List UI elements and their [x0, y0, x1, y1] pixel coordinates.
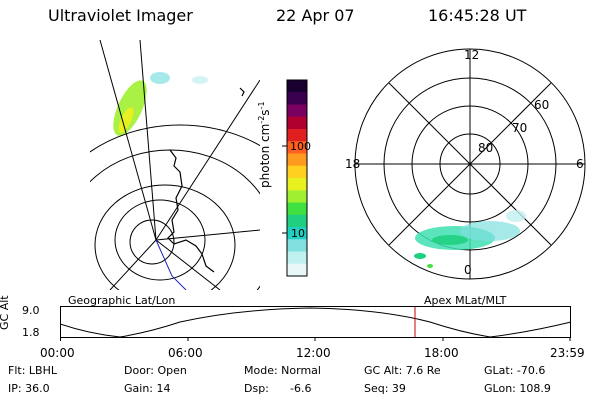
lat-label-80: 80	[478, 141, 494, 155]
lat-label-70: 70	[512, 121, 528, 135]
timeline-frame	[60, 306, 571, 338]
colorbar-segment	[287, 263, 307, 277]
colorbar-segment	[287, 251, 307, 265]
colorbar-segment	[287, 190, 307, 203]
colorbar-segment	[287, 239, 307, 252]
dsp-value: -6.6	[290, 382, 312, 395]
aurora-peak	[118, 107, 134, 133]
meridian-line	[139, 40, 157, 241]
timeline-y-label: GC Alt	[0, 295, 11, 330]
colorbar-unit-label: photon cm-2s-1	[257, 101, 272, 188]
apex-label: Apex MLat/MLT	[424, 294, 507, 307]
x-tick-1200: 12:00	[296, 346, 331, 360]
x-tick-1800: 18:00	[424, 346, 459, 360]
colorbar-segment	[287, 178, 307, 191]
instrument-title: Ultraviolet Imager	[48, 6, 193, 25]
y-tick-bottom: 1.8	[22, 326, 40, 339]
colorbar-segment	[287, 116, 307, 130]
colorbar-segment	[287, 214, 307, 228]
spacecraft-track	[155, 239, 187, 290]
colorbar-tick-10: 10	[291, 227, 305, 240]
colorbar-segment	[287, 153, 307, 167]
altitude-timeline	[60, 306, 572, 341]
colorbar-segment	[287, 141, 307, 154]
gain-status: Gain: 14	[124, 382, 171, 395]
filter-status: Flt: LBHL	[8, 364, 57, 377]
coastline	[167, 149, 215, 273]
aurora-fringe	[150, 72, 170, 84]
colorbar-tick-100: 100	[290, 140, 311, 153]
colorbar	[282, 79, 308, 277]
x-tick-2359: 23:59	[550, 346, 585, 360]
coastline	[239, 87, 245, 97]
colorbar-segment	[287, 104, 307, 118]
latitude-circle	[94, 184, 236, 290]
geographic-map	[90, 40, 260, 290]
latitude-circle	[90, 124, 260, 153]
colorbar-segment	[287, 92, 307, 105]
mlt-label-18: 18	[345, 157, 361, 171]
dsp-label: Dsp:	[244, 382, 269, 395]
mode-status: Mode: Normal	[244, 364, 321, 377]
mlt-diagonal	[388, 82, 552, 246]
seq-status: Seq: 39	[364, 382, 406, 395]
door-status: Door: Open	[124, 364, 187, 377]
meridian-line	[99, 40, 157, 241]
meridian-line	[155, 239, 221, 290]
meridian-line	[109, 239, 157, 290]
geographic-label: Geographic Lat/Lon	[68, 294, 176, 307]
meridian-line	[155, 229, 260, 241]
colorbar-segment	[287, 202, 307, 216]
colorbar-segment	[287, 227, 307, 240]
glon-status: GLon: 108.9	[484, 382, 551, 395]
meridian-line	[155, 79, 260, 241]
x-tick-0000: 00:00	[40, 346, 75, 360]
observation-date: 22 Apr 07	[276, 6, 355, 25]
mlt-label-6: 6	[576, 157, 584, 171]
colorbar-segment	[287, 129, 307, 142]
y-tick-top: 9.0	[22, 304, 40, 317]
gc-alt-status: GC Alt: 7.6 Re	[364, 364, 441, 377]
ip-status: IP: 36.0	[8, 382, 50, 395]
x-tick-0600: 06:00	[168, 346, 203, 360]
colorbar-segment	[287, 80, 307, 93]
polar-plot	[354, 48, 586, 280]
mlt-label-12: 12	[464, 48, 480, 62]
mlt-label-0: 0	[464, 263, 472, 277]
latitude-circle	[90, 149, 260, 290]
glat-status: GLat: -70.6	[484, 364, 546, 377]
observation-time: 16:45:28 UT	[428, 6, 527, 25]
latitude-circle	[114, 199, 206, 281]
colorbar-segment	[287, 165, 307, 179]
altitude-curve	[60, 307, 572, 338]
latitude-circle	[129, 219, 175, 265]
lat-label-60: 60	[534, 98, 550, 112]
